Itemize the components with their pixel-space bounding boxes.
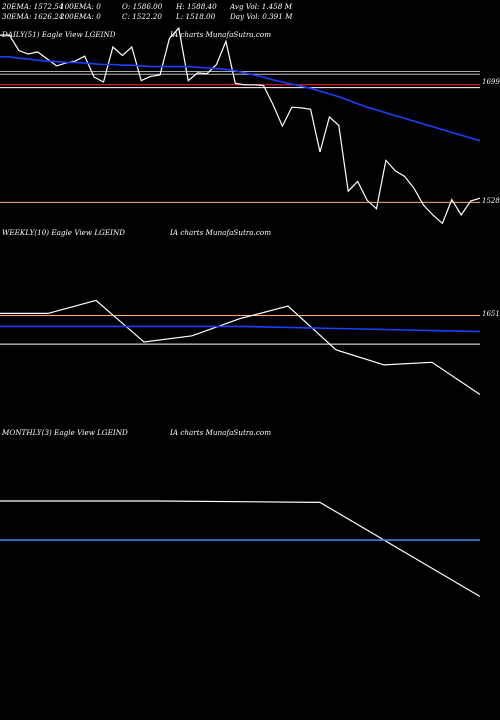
weekly-source: IA charts MunafaSutra.com	[170, 228, 272, 237]
weekly-y-label-0: 1651	[482, 310, 500, 319]
daily-series-line-1	[0, 55, 481, 142]
indicator-header: 20EMA: 1572.54 100EMA: 0 O: 1586.00 H: 1…	[0, 0, 500, 24]
low-label: L: 1518.00	[176, 12, 216, 21]
weekly-series-line-0	[0, 299, 481, 395]
ema30-label: 30EMA: 1626.24	[2, 12, 64, 21]
high-label: H: 1588.40	[176, 2, 217, 11]
weekly-series-line-1	[0, 325, 481, 333]
open-label: O: 1586.00	[122, 2, 163, 11]
daily-y-label-1: 1528	[482, 197, 500, 206]
daily-source: IA charts MunafaSutra.com	[170, 30, 272, 39]
daily-series-line-0	[0, 26, 481, 225]
weekly-title: WEEKLY(10) Eagle View LGEIND	[2, 228, 126, 237]
ema200-label: 200EMA: 0	[60, 12, 101, 21]
monthly-source: IA charts MunafaSutra.com	[170, 428, 272, 437]
daily-y-label-0: 1699	[482, 77, 500, 86]
dayvol-label: Day Vol: 0.391 M	[230, 12, 293, 21]
ema20-label: 20EMA: 1572.54	[2, 2, 64, 11]
avgvol-label: Avg Vol: 1.458 M	[230, 2, 292, 11]
monthly-title: MONTHLY(3) Eagle View LGEIND	[2, 428, 128, 437]
ema100-label: 100EMA: 0	[60, 2, 101, 11]
monthly-series-line-0	[0, 500, 481, 598]
close-label: C: 1522.20	[122, 12, 162, 21]
daily-title: DAILY(51) Eagle View LGEIND	[2, 30, 116, 39]
